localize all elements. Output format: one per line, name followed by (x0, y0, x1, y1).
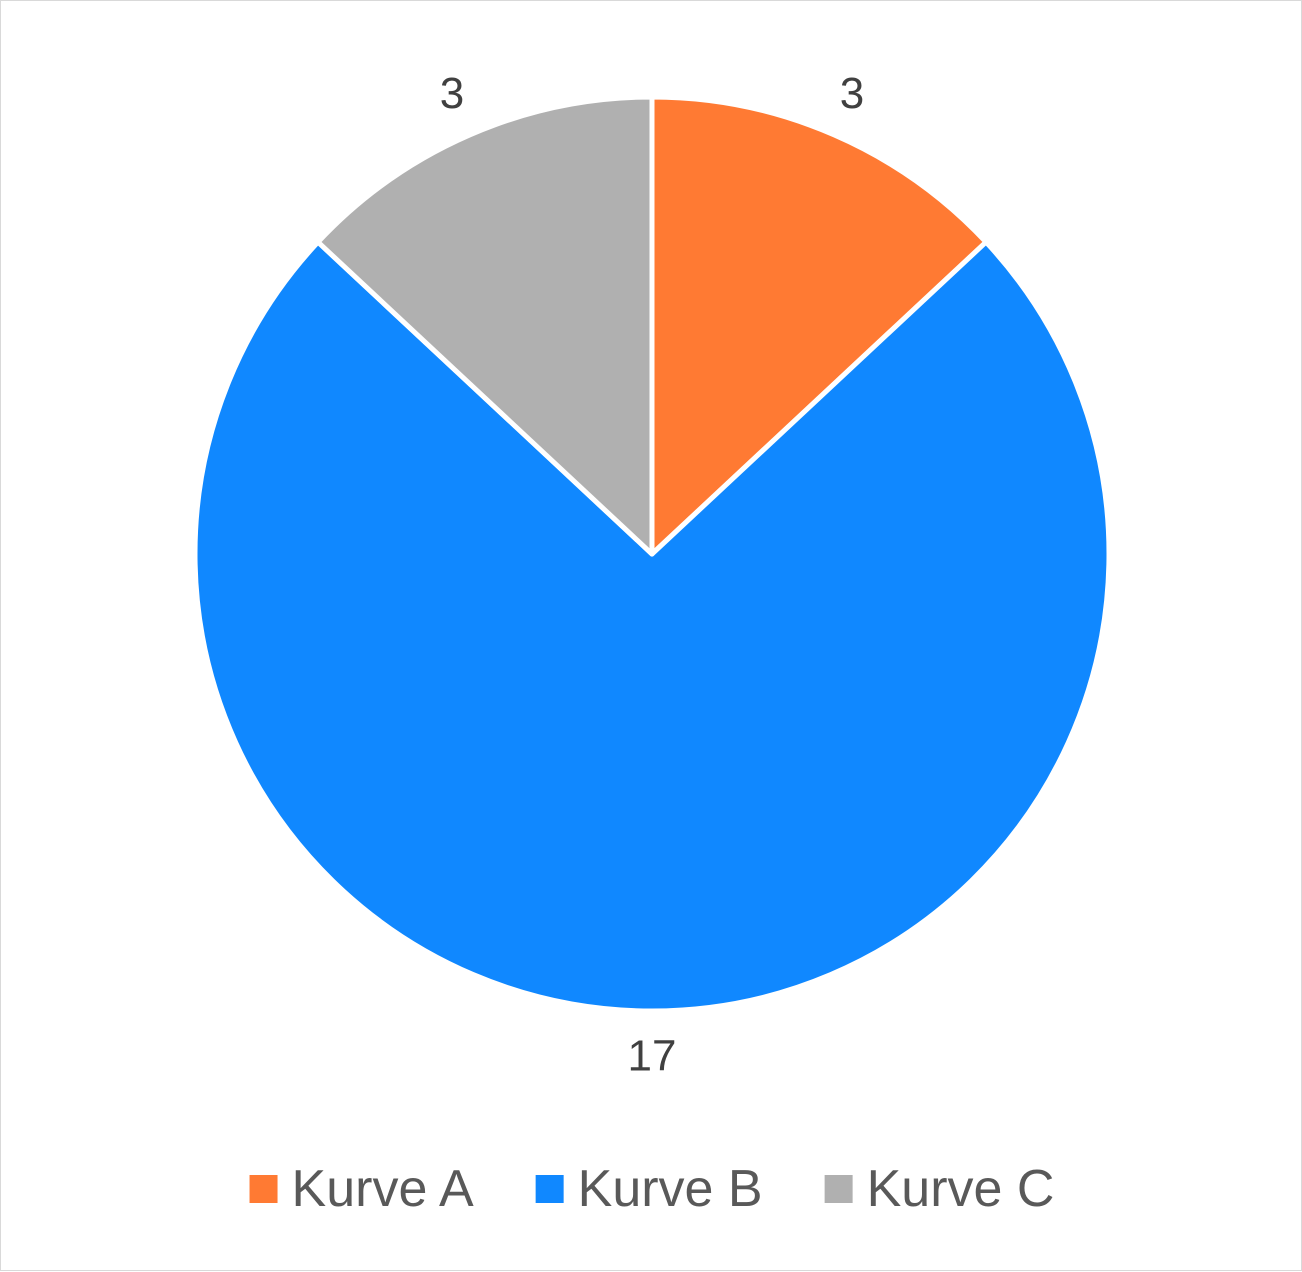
pie-slice-kurve-c (315, 94, 655, 557)
legend-item-kurve-c: Kurve C (824, 1160, 1055, 1218)
legend-item-kurve-a: Kurve A (249, 1160, 474, 1218)
legend-swatch-kurve-a (249, 1175, 278, 1203)
legend-swatch-kurve-c (824, 1175, 853, 1203)
data-label-kurve-a: 3 (840, 69, 864, 118)
pie-slice-kurve-a (649, 94, 989, 557)
pie-slices (192, 94, 1112, 1014)
data-labels: 3 17 3 (440, 69, 864, 1080)
legend-label-kurve-b: Kurve B (578, 1160, 763, 1218)
data-label-kurve-c: 3 (440, 69, 464, 118)
data-label-kurve-b: 17 (628, 1032, 677, 1081)
pie-slice-kurve-b (192, 239, 1112, 1014)
legend-swatch-kurve-b (535, 1175, 564, 1203)
legend-label-kurve-c: Kurve C (867, 1160, 1055, 1218)
legend: Kurve A Kurve B Kurve C (249, 1160, 1055, 1218)
legend-item-kurve-b: Kurve B (535, 1160, 763, 1218)
legend-label-kurve-a: Kurve A (292, 1160, 474, 1218)
